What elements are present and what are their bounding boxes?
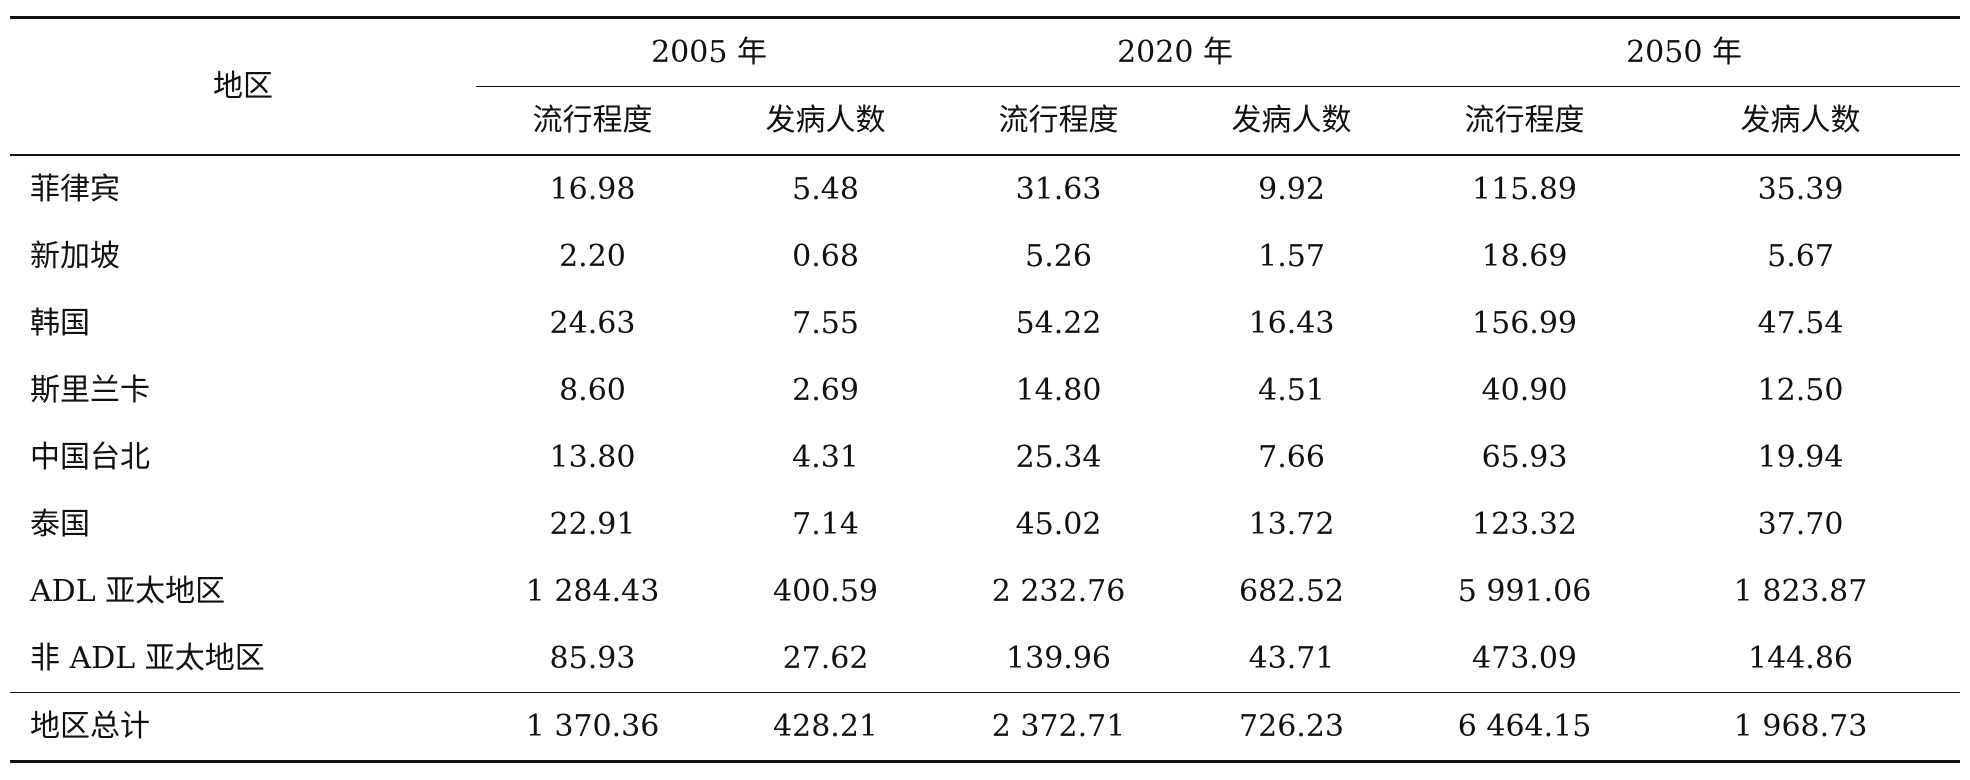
value-cell: 54.22 bbox=[1015, 305, 1102, 341]
total-value-cell: 726.23 bbox=[1175, 692, 1409, 763]
value-cell: 24.63 bbox=[549, 305, 636, 341]
value-cell: 25.34 bbox=[1015, 439, 1102, 475]
table-row: 菲律宾 16.98 5.48 31.63 9.92 115.89 35.39 bbox=[10, 155, 1960, 223]
value-cell: 2.20 bbox=[559, 238, 626, 274]
value-cell: 0.68 bbox=[792, 238, 859, 274]
value-cell: 7.55 bbox=[792, 305, 859, 341]
value-cell: 22.91 bbox=[549, 506, 636, 542]
value-cell: 7.66 bbox=[1258, 439, 1325, 475]
column-header: 流行程度 bbox=[476, 86, 709, 156]
column-header: 发病人数 bbox=[709, 86, 943, 156]
value-cell: 156.99 bbox=[1472, 305, 1578, 341]
value-cell: 2 232.76 bbox=[991, 573, 1126, 609]
total-value-cell: 428.21 bbox=[709, 692, 943, 763]
total-row: 地区总计 1 370.36 428.21 2 372.71 726.23 6 4… bbox=[10, 692, 1961, 763]
value-cell: 8.60 bbox=[559, 372, 626, 408]
value-cell: 65.93 bbox=[1481, 439, 1568, 475]
region-cell: 新加坡 bbox=[30, 238, 120, 274]
table-row: 斯里兰卡 8.60 2.69 14.80 4.51 40.90 12.50 bbox=[10, 357, 1960, 424]
column-header: 发病人数 bbox=[1641, 86, 1961, 156]
value-cell: 45.02 bbox=[1015, 506, 1102, 542]
region-cell: 菲律宾 bbox=[30, 171, 120, 207]
total-value-cell: 2 372.71 bbox=[942, 692, 1176, 763]
region-cell: ADL 亚太地区 bbox=[30, 573, 226, 609]
total-value-cell: 6 464.15 bbox=[1408, 692, 1642, 763]
value-cell: 16.98 bbox=[549, 171, 636, 207]
total-value-cell: 1 968.73 bbox=[1641, 692, 1961, 763]
value-cell: 5.26 bbox=[1025, 238, 1092, 274]
total-label-cell: 地区总计 bbox=[10, 692, 476, 763]
value-cell: 9.92 bbox=[1258, 171, 1325, 207]
value-cell: 31.63 bbox=[1015, 171, 1102, 207]
value-cell: 139.96 bbox=[1006, 640, 1111, 676]
value-cell: 1 823.87 bbox=[1733, 573, 1868, 609]
region-cell: 韩国 bbox=[30, 305, 90, 341]
region-cell: 泰国 bbox=[30, 506, 90, 542]
region-cell: 斯里兰卡 bbox=[30, 372, 150, 408]
region-header: 地区 bbox=[10, 16, 476, 156]
value-cell: 2.69 bbox=[792, 372, 859, 408]
value-cell: 35.39 bbox=[1757, 171, 1844, 207]
value-cell: 473.09 bbox=[1472, 640, 1578, 676]
value-cell: 13.72 bbox=[1248, 506, 1335, 542]
value-cell: 27.62 bbox=[782, 640, 869, 676]
value-cell: 1 284.43 bbox=[525, 573, 660, 609]
value-cell: 5.67 bbox=[1767, 238, 1834, 274]
value-cell: 5.48 bbox=[792, 171, 859, 207]
value-cell: 43.71 bbox=[1248, 640, 1335, 676]
value-cell: 4.31 bbox=[792, 439, 859, 475]
value-cell: 682.52 bbox=[1239, 573, 1345, 609]
table-row: 新加坡 2.20 0.68 5.26 1.57 18.69 5.67 bbox=[10, 223, 1960, 290]
value-cell: 47.54 bbox=[1757, 305, 1844, 341]
value-cell: 5 991.06 bbox=[1457, 573, 1592, 609]
table-row: 非 ADL 亚太地区 85.93 27.62 139.96 43.71 473.… bbox=[10, 625, 1960, 693]
column-header: 流行程度 bbox=[1408, 86, 1642, 156]
value-cell: 4.51 bbox=[1258, 372, 1325, 408]
value-cell: 12.50 bbox=[1757, 372, 1844, 408]
column-header: 发病人数 bbox=[1175, 86, 1409, 156]
year-group-header: 2005 年 bbox=[476, 16, 943, 87]
value-cell: 115.89 bbox=[1472, 171, 1578, 207]
data-table: 地区 2005 年 2020 年 2050 年 流行程度 发病人数 流行程度 发… bbox=[10, 16, 1961, 763]
value-cell: 14.80 bbox=[1015, 372, 1102, 408]
value-cell: 144.86 bbox=[1748, 640, 1854, 676]
table-row: 韩国 24.63 7.55 54.22 16.43 156.99 47.54 bbox=[10, 290, 1960, 357]
value-cell: 1.57 bbox=[1258, 238, 1325, 274]
value-cell: 400.59 bbox=[773, 573, 878, 609]
value-cell: 13.80 bbox=[549, 439, 636, 475]
value-cell: 40.90 bbox=[1481, 372, 1568, 408]
value-cell: 85.93 bbox=[549, 640, 636, 676]
year-group-header: 2020 年 bbox=[942, 16, 1409, 87]
value-cell: 19.94 bbox=[1757, 439, 1844, 475]
value-cell: 18.69 bbox=[1481, 238, 1568, 274]
header-row-metrics: 流行程度 发病人数 流行程度 发病人数 流行程度 发病人数 bbox=[10, 86, 1961, 156]
table-row: 泰国 22.91 7.14 45.02 13.72 123.32 37.70 bbox=[10, 491, 1960, 558]
table-row: ADL 亚太地区 1 284.43 400.59 2 232.76 682.52… bbox=[10, 558, 1960, 625]
column-header: 流行程度 bbox=[942, 86, 1176, 156]
region-cell: 中国台北 bbox=[30, 439, 150, 475]
header-row-years: 地区 2005 年 2020 年 2050 年 bbox=[10, 16, 1961, 156]
table-row: 中国台北 13.80 4.31 25.34 7.66 65.93 19.94 bbox=[10, 424, 1960, 491]
value-cell: 123.32 bbox=[1472, 506, 1578, 542]
region-cell: 非 ADL 亚太地区 bbox=[30, 640, 265, 676]
value-cell: 16.43 bbox=[1248, 305, 1335, 341]
value-cell: 37.70 bbox=[1757, 506, 1844, 542]
year-group-header: 2050 年 bbox=[1408, 16, 1961, 87]
total-value-cell: 1 370.36 bbox=[476, 692, 709, 763]
value-cell: 7.14 bbox=[792, 506, 859, 542]
